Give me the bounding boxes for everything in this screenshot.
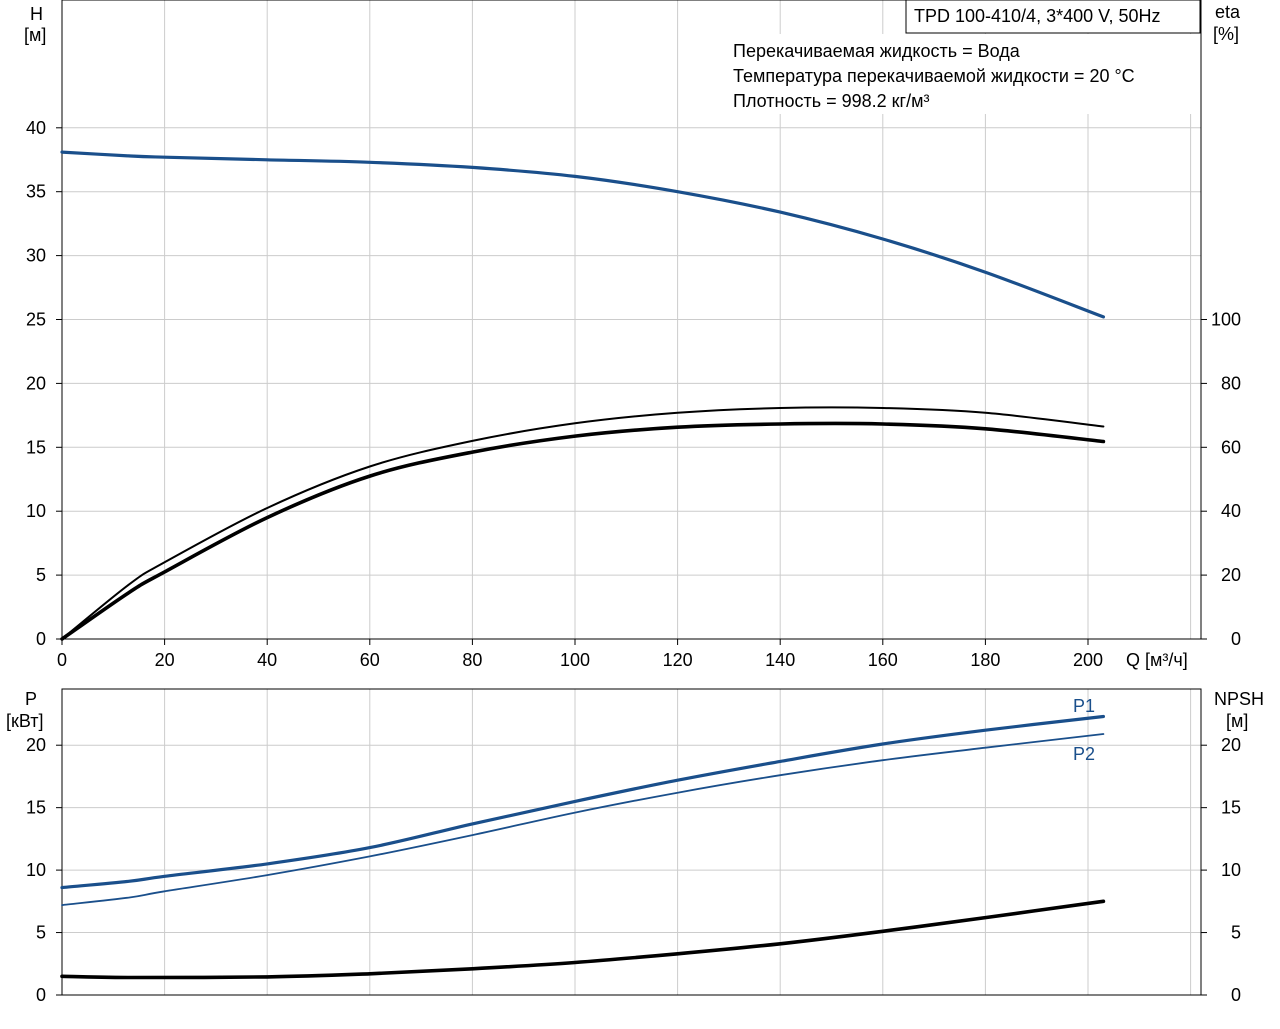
p1-curve-label: P1 <box>1073 696 1095 716</box>
top-right-tick-label: 80 <box>1221 373 1241 393</box>
eta-axis-label: eta <box>1215 2 1241 22</box>
bottom-grid <box>62 689 1201 995</box>
top-curve-0 <box>60 150 1105 319</box>
top-left-tick-label: 5 <box>36 565 46 585</box>
top-left-tick-label: 30 <box>26 246 46 266</box>
q-tick-label: 80 <box>462 650 482 670</box>
eta-axis-unit: [%] <box>1213 24 1239 44</box>
npsh-axis-unit: [м] <box>1226 711 1248 731</box>
q-tick-label: 60 <box>360 650 380 670</box>
top-left-tick-label: 40 <box>26 118 46 138</box>
q-tick-label: 0 <box>57 650 67 670</box>
q-tick-label: 40 <box>257 650 277 670</box>
q-tick-label: 100 <box>560 650 590 670</box>
info-line-liquid: Перекачиваемая жидкость = Вода <box>733 41 1021 61</box>
top-curve-1 <box>61 406 1105 640</box>
top-left-tick-label: 35 <box>26 182 46 202</box>
q-tick-label: 180 <box>970 650 1000 670</box>
bottom-right-tick-label: 20 <box>1221 735 1241 755</box>
bottom-curve-0 <box>60 714 1105 890</box>
bottom-left-tick-label: 15 <box>26 798 46 818</box>
bottom-right-tick-label: 15 <box>1221 798 1241 818</box>
bottom-left-tick-label: 10 <box>26 860 46 880</box>
info-line-density: Плотность = 998.2 кг/м³ <box>733 91 929 111</box>
bottom-plot-frame <box>61 688 1202 996</box>
top-left-tick-label: 15 <box>26 437 46 457</box>
top-right-tick-label: 20 <box>1221 565 1241 585</box>
info-line-temperature: Температура перекачиваемой жидкости = 20… <box>733 66 1135 86</box>
q-tick-label: 20 <box>155 650 175 670</box>
top-left-tick-label: 0 <box>36 629 46 649</box>
title-box <box>905 0 1201 34</box>
bottom-left-tick-label: 5 <box>36 923 46 943</box>
bottom-curve-2 <box>60 899 1106 980</box>
q-axis-label: Q [м³/ч] <box>1126 650 1188 670</box>
info-box <box>733 34 1200 114</box>
q-tick-label: 200 <box>1073 650 1103 670</box>
top-left-tick-label: 10 <box>26 501 46 521</box>
bottom-left-tick-label: 0 <box>36 985 46 1005</box>
q-tick-label: 140 <box>765 650 795 670</box>
h-axis-label: H <box>30 4 43 24</box>
p2-curve-label: P2 <box>1073 744 1095 764</box>
bottom-right-tick-label: 10 <box>1221 860 1241 880</box>
bottom-curve-1 <box>61 733 1105 906</box>
bottom-right-tick-label: 0 <box>1231 985 1241 1005</box>
top-right-tick-label: 60 <box>1221 437 1241 457</box>
chart-title: TPD 100-410/4, 3*400 V, 50Hz <box>914 6 1161 26</box>
h-axis-unit: [м] <box>24 25 46 45</box>
bottom-left-tick-label: 20 <box>26 735 46 755</box>
bottom-right-tick-label: 5 <box>1231 923 1241 943</box>
npsh-axis-label: NPSH <box>1214 689 1264 709</box>
axis-ticks: 0510152025303540020406080100051015200510… <box>26 118 1241 1005</box>
p-axis-label: P <box>25 689 37 709</box>
q-tick-label: 120 <box>663 650 693 670</box>
top-left-tick-label: 20 <box>26 373 46 393</box>
top-right-tick-label: 0 <box>1231 629 1241 649</box>
top-right-tick-label: 40 <box>1221 501 1241 521</box>
curves <box>60 150 1106 980</box>
top-curve-2 <box>60 421 1106 641</box>
top-left-tick-label: 25 <box>26 310 46 330</box>
p-axis-unit: [кВт] <box>6 711 44 731</box>
top-right-tick-label: 100 <box>1211 310 1241 330</box>
q-tick-label: 160 <box>868 650 898 670</box>
